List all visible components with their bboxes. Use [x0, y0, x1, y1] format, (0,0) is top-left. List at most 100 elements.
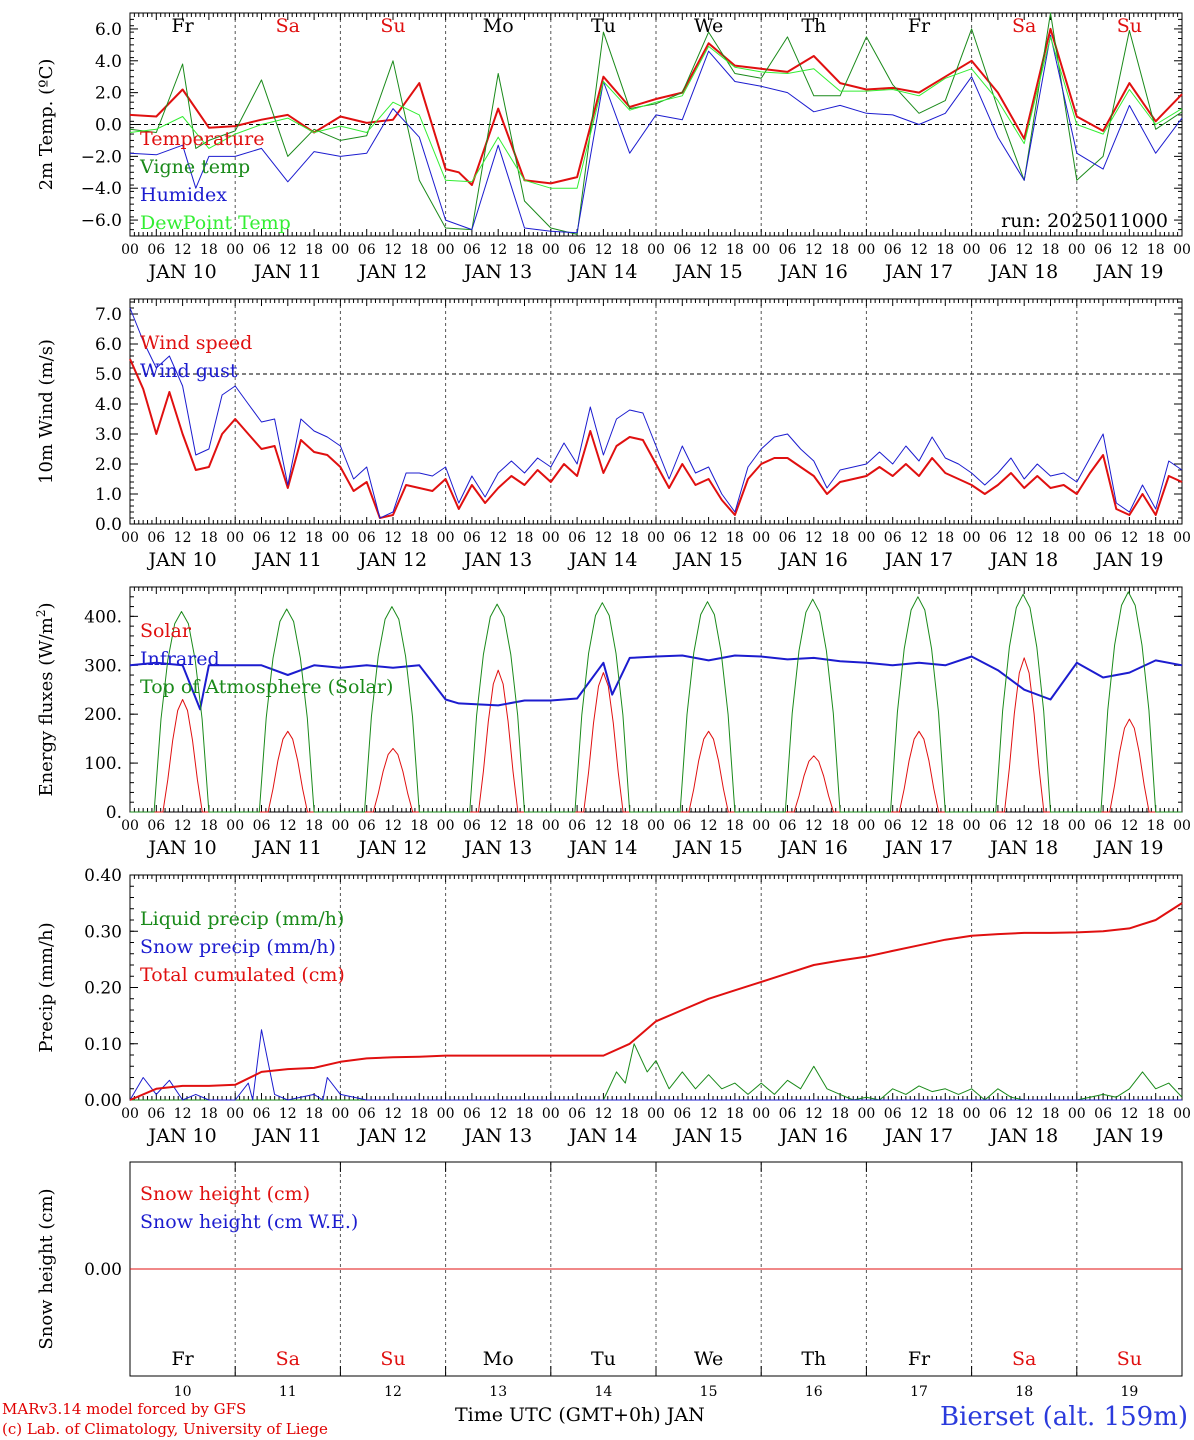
wind-date-label: JAN 19: [1093, 549, 1163, 571]
weekday-label-top: Su: [380, 15, 405, 37]
day-number-label: 13: [489, 1384, 507, 1400]
temperature-hour-tick-label: 12: [489, 242, 507, 258]
x-axis-label: Time UTC (GMT+0h) JAN: [455, 1404, 705, 1426]
wind-y-tick-label: 0.0: [95, 515, 122, 535]
precip-hour-tick-label: 18: [200, 1106, 218, 1122]
day-number-label: 16: [805, 1384, 823, 1400]
energy-hour-tick-label: 12: [1120, 818, 1138, 834]
energy-hour-tick-label: 12: [384, 818, 402, 834]
wind-legend-entry: Wind speed: [140, 332, 252, 354]
temperature-series-dewpoint-temp: [129, 36, 1183, 189]
energy-date-label: JAN 17: [883, 837, 953, 859]
precip-hour-tick-label: 12: [910, 1106, 928, 1122]
wind-date-label: JAN 16: [778, 549, 848, 571]
energy-date-label: JAN 12: [357, 837, 427, 859]
energy-y-tick-label: 400.: [84, 607, 122, 627]
precip-hour-tick-label: 00: [331, 1106, 349, 1122]
energy-series-top-of-atmosphere-solar: [130, 591, 1182, 813]
wind-date-label: JAN 13: [462, 549, 532, 571]
wind-hour-tick-label: 06: [463, 530, 481, 546]
temperature-hour-tick-label: 06: [568, 242, 586, 258]
temperature-hour-tick-label: 06: [779, 242, 797, 258]
wind-hour-tick-label: 18: [200, 530, 218, 546]
weekday-label-top: We: [694, 15, 723, 37]
wind-hour-tick-label: 12: [1015, 530, 1033, 546]
temperature-date-label: JAN 15: [673, 261, 743, 283]
precip-y-axis-label: Precip (mm/h): [36, 922, 57, 1052]
precip-hour-tick-label: 06: [673, 1106, 691, 1122]
temperature-hour-tick-label: 18: [516, 242, 534, 258]
temperature-y-tick-label: −6.0: [81, 211, 122, 231]
wind-hour-tick-label: 18: [621, 530, 639, 546]
precip-hour-tick-label: 00: [963, 1106, 981, 1122]
energy-date-label: JAN 11: [252, 837, 322, 859]
precip-date-label: JAN 13: [462, 1125, 532, 1147]
precip-legend-entry: Snow precip (mm/h): [140, 936, 336, 958]
precip-hour-tick-label: 00: [437, 1106, 455, 1122]
wind-panel: 0.0 1.0 2.0 3.0 4.0 5.0 6.0 7.0 10m Wind (m/s) Wi…: [36, 298, 1191, 571]
temperature-hour-tick-label: 06: [463, 242, 481, 258]
wind-date-label: JAN 10: [147, 549, 217, 571]
weekday-label-top: Sa: [276, 15, 300, 37]
energy-hour-tick-label: 18: [305, 818, 323, 834]
temperature-hour-tick-label: 18: [936, 242, 954, 258]
temperature-hour-tick-label: 00: [226, 242, 244, 258]
wind-hour-tick-label: 00: [1068, 530, 1086, 546]
energy-hour-tick-label: 18: [621, 818, 639, 834]
wind-hour-tick-label: 06: [147, 530, 165, 546]
precip-date-label: JAN 10: [147, 1125, 217, 1147]
wind-hour-tick-label: 00: [647, 530, 665, 546]
weekday-label-top: Sa: [1012, 15, 1036, 37]
precip-hour-tick-label: 12: [1015, 1106, 1033, 1122]
temperature-hour-tick-label: 12: [1015, 242, 1033, 258]
wind-hour-tick-label: 06: [989, 530, 1007, 546]
weekday-label-bottom: Mo: [483, 1348, 514, 1370]
temperature-hour-tick-label: 06: [253, 242, 271, 258]
wind-legend-entry: Wind gust: [140, 360, 238, 382]
wind-hour-tick-label: 00: [226, 530, 244, 546]
precip-hour-tick-label: 12: [805, 1106, 823, 1122]
wind-hour-tick-label: 12: [700, 530, 718, 546]
energy-legend-entry: Top of Atmosphere (Solar): [140, 676, 393, 698]
temperature-hour-tick-label: 00: [963, 242, 981, 258]
precip-y-tick-label: 0.20: [84, 979, 122, 999]
model-credit-text: MARv3.14 model forced by GFS: [2, 1400, 247, 1418]
precip-hour-tick-label: 06: [989, 1106, 1007, 1122]
precip-y-tick-label: 0.10: [84, 1035, 122, 1055]
weekday-label-top: Tu: [591, 15, 616, 37]
energy-hour-tick-label: 12: [700, 818, 718, 834]
precip-hour-tick-label: 00: [857, 1106, 875, 1122]
precip-hour-tick-label: 12: [700, 1106, 718, 1122]
energy-hour-tick-label: 00: [647, 818, 665, 834]
precip-hour-tick-label: 18: [410, 1106, 428, 1122]
wind-date-label: JAN 17: [883, 549, 953, 571]
wind-hour-tick-label: 18: [1147, 530, 1165, 546]
energy-hour-tick-label: 06: [673, 818, 691, 834]
wind-hour-tick-label: 00: [542, 530, 560, 546]
weekday-label-top: Th: [801, 15, 826, 37]
precip-hour-tick-label: 06: [884, 1106, 902, 1122]
temperature-legend-entry: Vigne temp: [139, 156, 250, 178]
wind-y-tick-label: 2.0: [95, 455, 122, 475]
wind-series-wind-speed: [129, 358, 1183, 519]
wind-y-tick-label: 5.0: [95, 365, 122, 385]
temperature-hour-tick-label: 00: [647, 242, 665, 258]
temperature-hour-tick-label: 12: [1120, 242, 1138, 258]
wind-hour-tick-label: 06: [884, 530, 902, 546]
wind-hour-tick-label: 12: [174, 530, 192, 546]
wind-hour-tick-label: 00: [752, 530, 770, 546]
energy-hour-tick-label: 12: [1015, 818, 1033, 834]
energy-hour-tick-label: 06: [779, 818, 797, 834]
wind-hour-tick-label: 18: [726, 530, 744, 546]
wind-hour-tick-label: 12: [384, 530, 402, 546]
temperature-date-label: JAN 14: [567, 261, 637, 283]
wind-hour-tick-label: 00: [1173, 530, 1191, 546]
energy-hour-tick-label: 00: [752, 818, 770, 834]
wind-hour-tick-label: 12: [805, 530, 823, 546]
energy-hour-tick-label: 06: [358, 818, 376, 834]
temperature-hour-tick-label: 12: [279, 242, 297, 258]
precip-hour-tick-label: 18: [726, 1106, 744, 1122]
temperature-hour-tick-label: 00: [542, 242, 560, 258]
temperature-y-axis-label: 2m Temp. (ºC): [36, 59, 57, 191]
weekday-label-bottom: We: [694, 1348, 723, 1370]
